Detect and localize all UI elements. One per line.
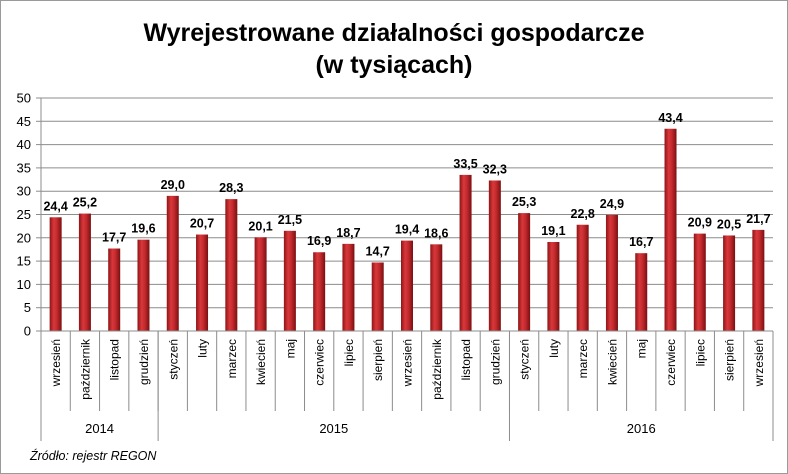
- bar: [664, 128, 677, 331]
- category-label: październik: [78, 338, 92, 400]
- bar: [108, 248, 121, 331]
- y-tick-label: 35: [17, 160, 31, 175]
- category-label: styczeń: [518, 339, 532, 380]
- bar: [313, 252, 326, 331]
- gridlines: [41, 97, 773, 309]
- y-tick-label: 15: [17, 254, 31, 269]
- y-tick-label: 5: [24, 300, 31, 315]
- value-label: 20,7: [190, 217, 214, 231]
- bar: [225, 199, 238, 331]
- bar: [605, 214, 618, 331]
- category-label: marzec: [225, 339, 239, 378]
- category-label: styczeń: [166, 339, 180, 380]
- y-tick-label: 30: [17, 184, 31, 199]
- x-axis: wrzesień październik listopad grudzień stycz…: [40, 330, 774, 441]
- bar: [459, 174, 472, 331]
- y-tick-label: 20: [17, 230, 31, 245]
- category-label: wrzesień: [49, 339, 63, 387]
- value-label: 16,7: [629, 235, 653, 249]
- bar: [635, 253, 648, 331]
- category-label: listopad: [108, 339, 122, 380]
- bar: [137, 239, 150, 331]
- bar: [518, 213, 531, 331]
- category-label: wrzesień: [752, 339, 766, 387]
- category-label: kwiecień: [605, 339, 619, 385]
- value-label: 18,7: [336, 226, 360, 240]
- category-label: lipiec: [342, 339, 356, 366]
- category-label: grudzień: [488, 339, 502, 385]
- bar: [283, 230, 296, 331]
- bar: [166, 195, 179, 331]
- category-label: listopad: [459, 339, 473, 380]
- category-label: maj: [283, 339, 297, 358]
- value-label: 29,0: [161, 178, 185, 192]
- category-label: marzec: [576, 339, 590, 378]
- value-label: 16,9: [307, 234, 331, 248]
- value-label: 19,4: [395, 223, 419, 237]
- category-label: lipiec: [693, 339, 707, 366]
- bar: [576, 224, 589, 331]
- bar: [401, 240, 413, 331]
- bar: [488, 180, 501, 331]
- bar: [49, 217, 62, 331]
- category-label: sierpień: [723, 339, 737, 381]
- bar: [254, 237, 267, 331]
- value-labels: 24,4 25,2 17,7 19,6 29,0 20,7 28,3 20,1 21,5 16,9…: [43, 111, 770, 259]
- value-label: 17,7: [102, 231, 126, 245]
- value-label: 20,5: [717, 217, 741, 231]
- value-label: 43,4: [658, 111, 682, 125]
- value-label: 18,6: [424, 226, 448, 240]
- bar: [371, 262, 384, 331]
- category-label: czerwiec: [313, 339, 327, 386]
- category-label: sierpień: [371, 339, 385, 381]
- value-label: 21,7: [746, 212, 770, 226]
- category-label: grudzień: [137, 339, 151, 385]
- y-axis: 0 5 10 15 20 25 30 35 40 45 50: [17, 91, 42, 339]
- y-tick-label: 45: [17, 114, 31, 129]
- bar: [752, 229, 765, 331]
- value-label: 19,1: [541, 224, 565, 238]
- value-label: 19,6: [131, 222, 155, 236]
- value-label: 21,5: [278, 213, 302, 227]
- year-label: 2014: [85, 421, 114, 436]
- chart-title-line2: (w tysiącach): [315, 51, 472, 79]
- category-label: luty: [547, 339, 561, 358]
- value-label: 28,3: [219, 181, 243, 195]
- value-label: 24,9: [600, 197, 624, 211]
- year-label: 2016: [627, 421, 656, 436]
- value-label: 32,3: [483, 162, 507, 176]
- bar: [547, 241, 560, 331]
- value-label: 33,5: [453, 157, 477, 171]
- value-label: 20,9: [688, 216, 712, 230]
- bar: [430, 244, 443, 331]
- y-tick-label: 40: [17, 137, 31, 152]
- category-label: październik: [430, 338, 444, 400]
- y-tick-label: 25: [17, 207, 31, 222]
- bar: [196, 234, 209, 331]
- bar: [723, 235, 736, 331]
- category-label: luty: [196, 339, 210, 358]
- category-label: maj: [635, 339, 649, 358]
- value-label: 25,2: [73, 196, 97, 210]
- year-label: 2015: [319, 421, 348, 436]
- category-label: wrzesień: [401, 339, 415, 387]
- value-label: 24,4: [43, 199, 67, 213]
- source-note: Źródło: rejestr REGON: [29, 448, 157, 463]
- chart-title-line1: Wyrejestrowane działalności gospodarcze: [143, 19, 644, 47]
- y-tick-label: 50: [17, 91, 31, 106]
- bars: [49, 128, 765, 331]
- category-label: czerwiec: [664, 339, 678, 386]
- y-tick-label: 10: [17, 277, 31, 292]
- bar: [342, 243, 355, 331]
- bar: [693, 233, 706, 331]
- value-label: 22,8: [571, 207, 595, 221]
- bar: [78, 213, 91, 331]
- y-tick-label: 0: [24, 324, 31, 339]
- category-label: kwiecień: [254, 339, 268, 385]
- value-label: 14,7: [366, 244, 390, 258]
- value-label: 25,3: [512, 195, 536, 209]
- value-label: 20,1: [248, 219, 272, 233]
